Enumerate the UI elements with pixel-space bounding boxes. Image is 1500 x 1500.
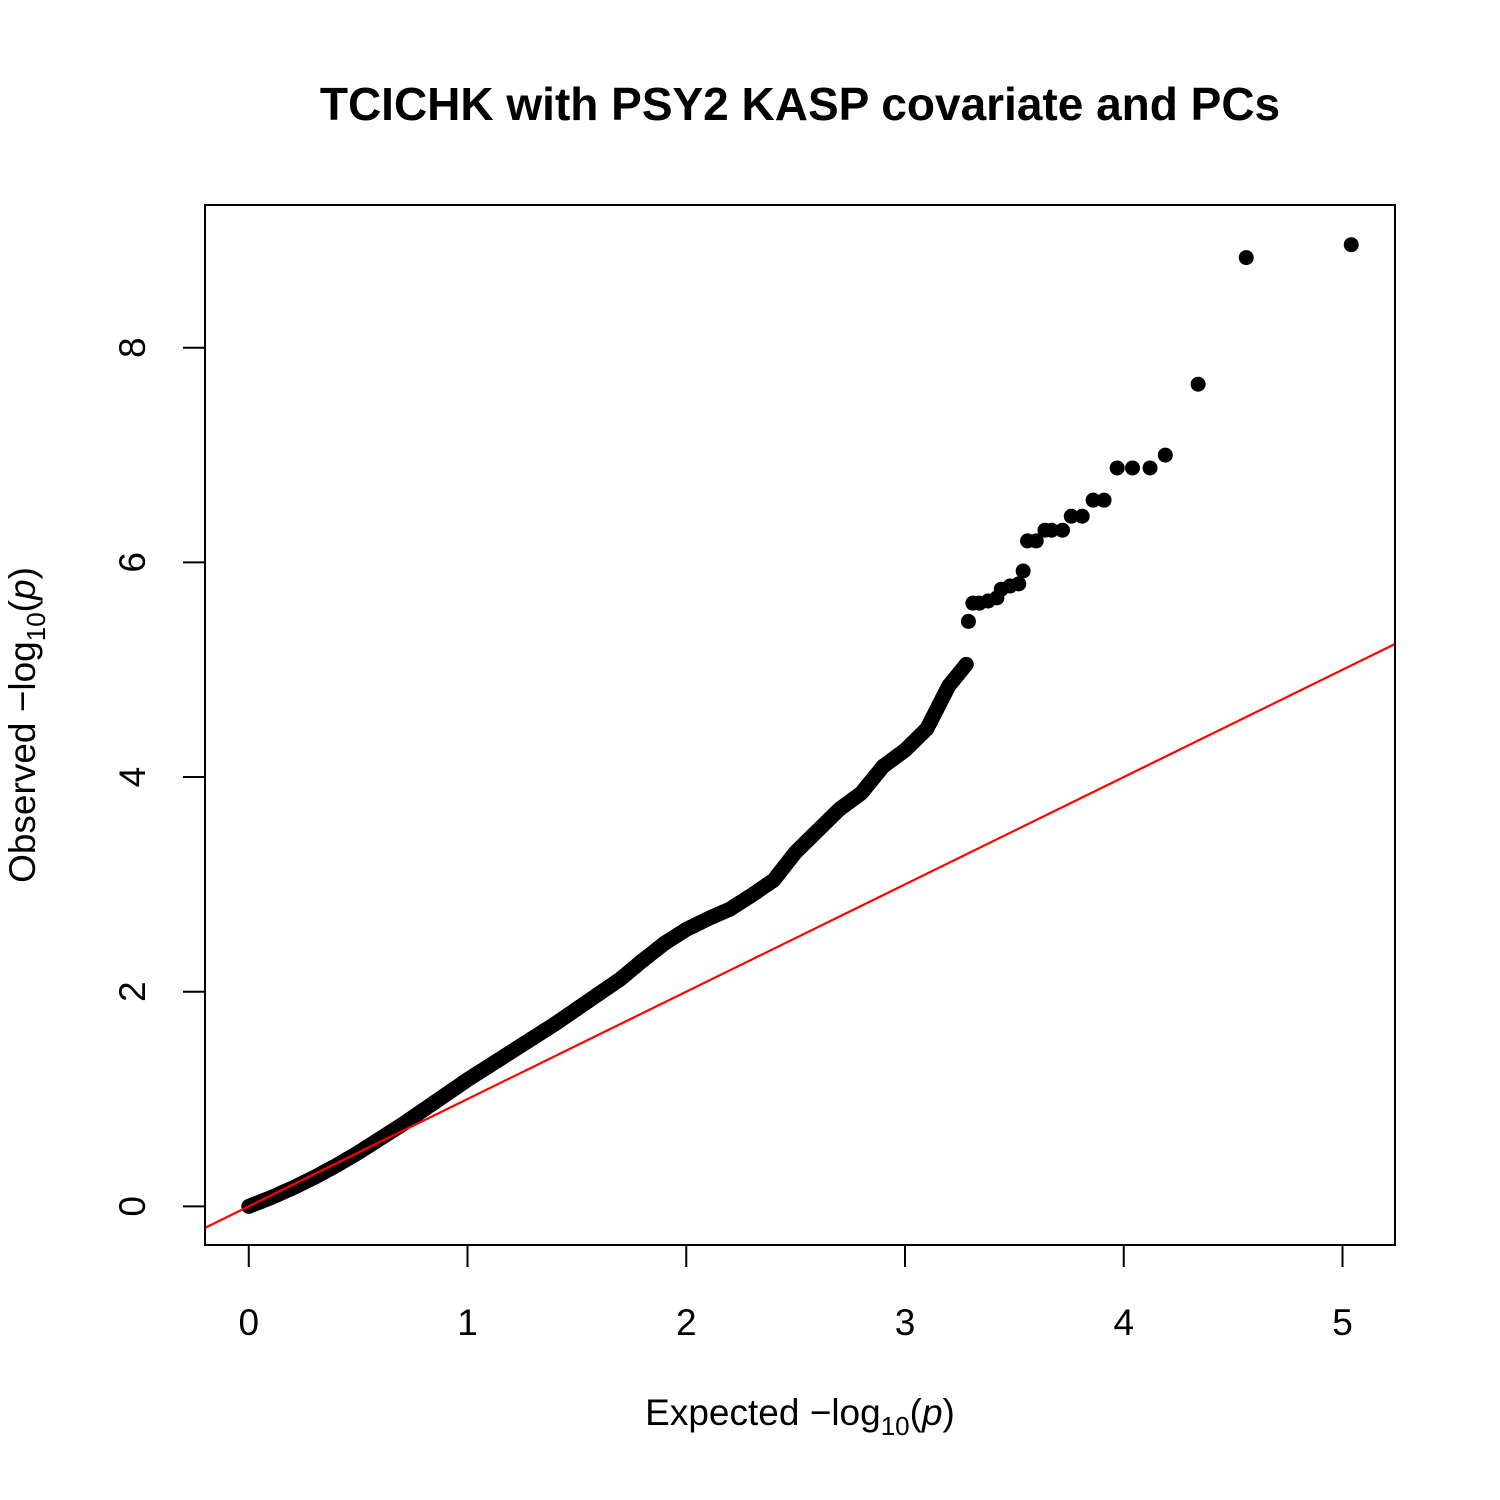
qq-point [1085, 492, 1101, 508]
qq-point [1074, 508, 1090, 524]
x-tick-label: 3 [895, 1302, 916, 1343]
plot-frame [204, 204, 1396, 1246]
reference-line [204, 642, 1396, 1229]
y-axis-label: Observed −log10(p) [2, 567, 51, 883]
qq-point [1343, 237, 1359, 253]
x-tick-label: 2 [676, 1302, 697, 1343]
y-tick-label: 0 [112, 1196, 153, 1217]
qq-point [960, 613, 976, 629]
qq-point [1190, 376, 1206, 392]
x-axis-label: Expected −log10(p) [645, 1392, 955, 1441]
qq-point [958, 656, 974, 672]
qq-point [1157, 447, 1173, 463]
y-tick-label: 6 [112, 552, 153, 573]
qq-point [1011, 576, 1027, 592]
y-tick-label: 4 [112, 767, 153, 788]
qq-point [1028, 533, 1044, 549]
qq-point [1142, 460, 1158, 476]
axes: 0 1 2 3 4 5 0 2 4 6 8 [112, 337, 1353, 1343]
qq-point [1044, 522, 1060, 538]
x-tick-label: 5 [1332, 1302, 1353, 1343]
data-layer [204, 237, 1396, 1229]
qq-point [1015, 563, 1031, 579]
qq-point [1125, 460, 1140, 476]
y-tick-label: 8 [112, 337, 153, 358]
qq-point [1055, 522, 1070, 538]
qq-point [1238, 250, 1254, 266]
qq-point [1096, 492, 1112, 508]
y-tick-label: 2 [112, 981, 153, 1002]
x-tick-label: 4 [1113, 1302, 1134, 1343]
chart-title: TCICHK with PSY2 KASP covariate and PCs [320, 78, 1280, 130]
qq-point [1109, 460, 1125, 476]
x-tick-label: 1 [457, 1302, 478, 1343]
x-tick-label: 0 [238, 1302, 259, 1343]
qq-point [1063, 508, 1079, 524]
